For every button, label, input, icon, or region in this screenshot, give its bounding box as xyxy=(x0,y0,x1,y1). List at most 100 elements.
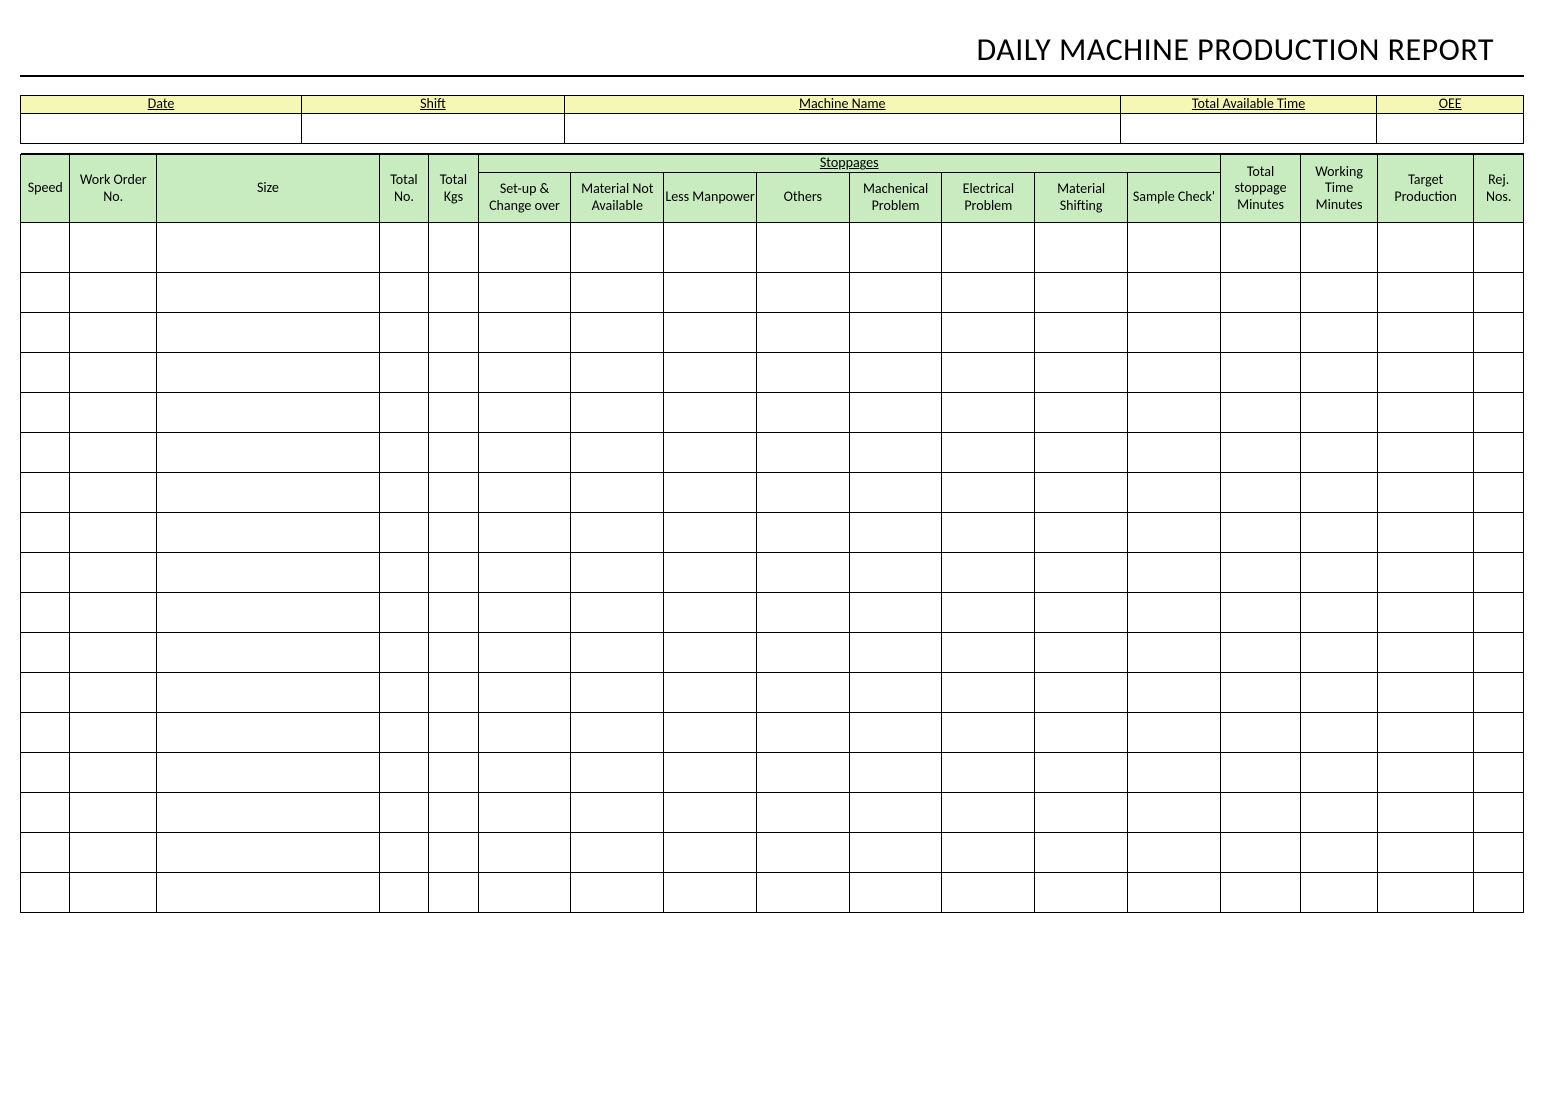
table-cell[interactable] xyxy=(21,273,70,313)
table-cell[interactable] xyxy=(1127,313,1220,353)
table-cell[interactable] xyxy=(756,833,849,873)
table-cell[interactable] xyxy=(942,393,1035,433)
table-cell[interactable] xyxy=(942,433,1035,473)
table-cell[interactable] xyxy=(1127,593,1220,633)
table-cell[interactable] xyxy=(1220,633,1300,673)
table-cell[interactable] xyxy=(756,353,849,393)
table-cell[interactable] xyxy=(379,353,428,393)
table-cell[interactable] xyxy=(849,793,942,833)
table-cell[interactable] xyxy=(571,223,664,273)
table-cell[interactable] xyxy=(1035,753,1128,793)
table-cell[interactable] xyxy=(478,673,571,713)
table-cell[interactable] xyxy=(21,633,70,673)
info-value-shift[interactable] xyxy=(302,114,565,144)
table-cell[interactable] xyxy=(478,633,571,673)
table-cell[interactable] xyxy=(21,713,70,753)
table-cell[interactable] xyxy=(1377,353,1473,393)
table-cell[interactable] xyxy=(1127,633,1220,673)
info-value-tat[interactable] xyxy=(1120,114,1377,144)
table-cell[interactable] xyxy=(21,223,70,273)
table-cell[interactable] xyxy=(1301,713,1378,753)
table-cell[interactable] xyxy=(21,313,70,353)
table-cell[interactable] xyxy=(756,473,849,513)
table-cell[interactable] xyxy=(1220,753,1300,793)
table-cell[interactable] xyxy=(664,223,757,273)
table-cell[interactable] xyxy=(942,353,1035,393)
table-cell[interactable] xyxy=(849,553,942,593)
info-value-oee[interactable] xyxy=(1377,114,1524,144)
table-cell[interactable] xyxy=(1301,873,1378,913)
table-cell[interactable] xyxy=(379,393,428,433)
table-cell[interactable] xyxy=(664,753,757,793)
table-cell[interactable] xyxy=(70,633,157,673)
table-cell[interactable] xyxy=(21,513,70,553)
table-cell[interactable] xyxy=(756,553,849,593)
table-cell[interactable] xyxy=(1377,433,1473,473)
table-cell[interactable] xyxy=(429,593,478,633)
table-cell[interactable] xyxy=(379,513,428,553)
table-cell[interactable] xyxy=(571,793,664,833)
table-cell[interactable] xyxy=(942,513,1035,553)
table-cell[interactable] xyxy=(379,433,428,473)
table-cell[interactable] xyxy=(429,713,478,753)
table-cell[interactable] xyxy=(21,433,70,473)
table-cell[interactable] xyxy=(1035,223,1128,273)
table-cell[interactable] xyxy=(1301,353,1378,393)
table-cell[interactable] xyxy=(379,713,428,753)
table-cell[interactable] xyxy=(379,873,428,913)
table-cell[interactable] xyxy=(1377,633,1473,673)
table-cell[interactable] xyxy=(756,673,849,713)
table-cell[interactable] xyxy=(429,633,478,673)
table-cell[interactable] xyxy=(1474,273,1524,313)
table-cell[interactable] xyxy=(1035,553,1128,593)
table-cell[interactable] xyxy=(664,673,757,713)
table-cell[interactable] xyxy=(1474,753,1524,793)
table-cell[interactable] xyxy=(664,513,757,553)
table-cell[interactable] xyxy=(1377,553,1473,593)
table-cell[interactable] xyxy=(21,593,70,633)
table-cell[interactable] xyxy=(70,223,157,273)
table-cell[interactable] xyxy=(21,753,70,793)
table-cell[interactable] xyxy=(1301,433,1378,473)
table-cell[interactable] xyxy=(429,223,478,273)
table-cell[interactable] xyxy=(157,673,380,713)
table-cell[interactable] xyxy=(664,633,757,673)
table-cell[interactable] xyxy=(157,833,380,873)
table-cell[interactable] xyxy=(1127,873,1220,913)
table-cell[interactable] xyxy=(1035,873,1128,913)
table-cell[interactable] xyxy=(664,433,757,473)
table-cell[interactable] xyxy=(664,273,757,313)
table-cell[interactable] xyxy=(571,673,664,713)
table-cell[interactable] xyxy=(478,833,571,873)
table-cell[interactable] xyxy=(849,833,942,873)
table-cell[interactable] xyxy=(429,873,478,913)
table-cell[interactable] xyxy=(571,513,664,553)
table-cell[interactable] xyxy=(1377,393,1473,433)
table-cell[interactable] xyxy=(1127,393,1220,433)
table-cell[interactable] xyxy=(849,673,942,713)
table-cell[interactable] xyxy=(429,673,478,713)
table-cell[interactable] xyxy=(1474,793,1524,833)
table-cell[interactable] xyxy=(1035,313,1128,353)
table-cell[interactable] xyxy=(1474,313,1524,353)
table-cell[interactable] xyxy=(157,753,380,793)
table-cell[interactable] xyxy=(1474,873,1524,913)
table-cell[interactable] xyxy=(478,713,571,753)
table-cell[interactable] xyxy=(1220,673,1300,713)
table-cell[interactable] xyxy=(1127,513,1220,553)
table-cell[interactable] xyxy=(756,393,849,433)
table-cell[interactable] xyxy=(70,473,157,513)
table-cell[interactable] xyxy=(942,793,1035,833)
table-cell[interactable] xyxy=(1301,593,1378,633)
table-cell[interactable] xyxy=(1377,593,1473,633)
table-cell[interactable] xyxy=(942,593,1035,633)
table-cell[interactable] xyxy=(1301,513,1378,553)
table-cell[interactable] xyxy=(478,273,571,313)
table-cell[interactable] xyxy=(942,633,1035,673)
table-cell[interactable] xyxy=(1301,473,1378,513)
table-cell[interactable] xyxy=(571,633,664,673)
table-cell[interactable] xyxy=(379,753,428,793)
table-cell[interactable] xyxy=(1301,393,1378,433)
table-cell[interactable] xyxy=(429,473,478,513)
table-cell[interactable] xyxy=(1220,273,1300,313)
